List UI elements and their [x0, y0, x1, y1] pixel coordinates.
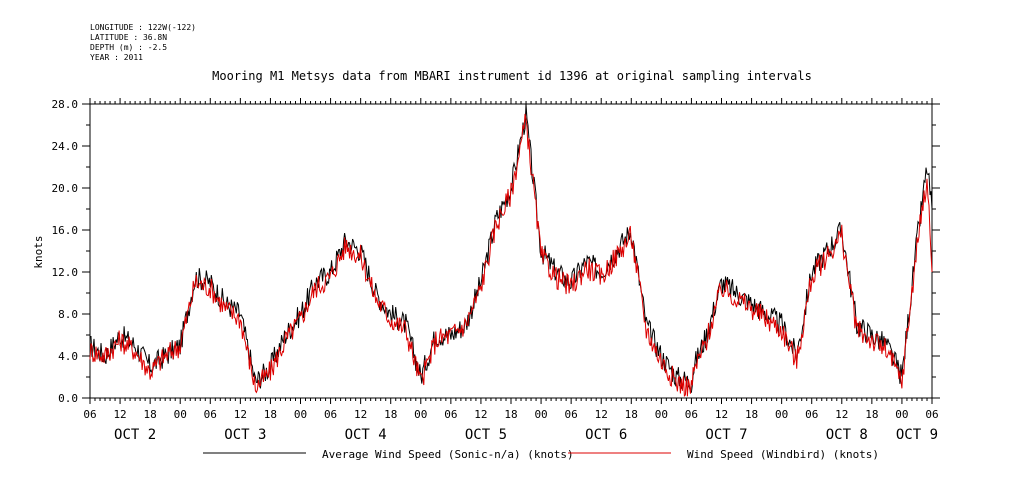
x-day-label: OCT 8 [826, 427, 868, 443]
x-tick-label: 18 [144, 408, 157, 421]
x-tick-label: 18 [745, 408, 758, 421]
x-tick-label: 12 [715, 408, 728, 421]
x-tick-label: 06 [925, 408, 938, 421]
plot-area [89, 103, 933, 399]
x-day-label: OCT 7 [705, 427, 747, 443]
x-tick-label: 18 [865, 408, 878, 421]
x-tick-label: 00 [174, 408, 187, 421]
chart-title: Mooring M1 Metsys data from MBARI instru… [212, 69, 812, 83]
x-day-label: OCT 4 [345, 427, 387, 443]
longitude-text: LONGITUDE : 122W(-122) [90, 23, 196, 32]
x-day-label: OCT 9 [896, 427, 938, 443]
depth-text: DEPTH (m) : -2.5 [90, 43, 167, 52]
x-tick-label: 18 [625, 408, 638, 421]
x-tick-label: 18 [264, 408, 277, 421]
x-tick-label: 18 [504, 408, 517, 421]
year-text: YEAR : 2011 [90, 53, 143, 62]
x-tick-label: 06 [805, 408, 818, 421]
x-tick-label: 00 [294, 408, 307, 421]
x-day-label: OCT 6 [585, 427, 627, 443]
x-tick-label: 06 [324, 408, 337, 421]
x-tick-label: 12 [113, 408, 126, 421]
y-tick-label: 24.0 [52, 140, 79, 153]
x-tick-label: 06 [83, 408, 96, 421]
y-tick-label: 16.0 [52, 224, 79, 237]
x-tick-label: 00 [534, 408, 547, 421]
x-day-label: OCT 3 [224, 427, 266, 443]
x-tick-label: 06 [444, 408, 457, 421]
y-tick-label: 0.0 [58, 392, 78, 405]
x-day-label: OCT 5 [465, 427, 507, 443]
y-tick-label: 8.0 [58, 308, 78, 321]
x-tick-label: 12 [595, 408, 608, 421]
x-tick-label: 00 [655, 408, 668, 421]
x-tick-label: 12 [474, 408, 487, 421]
latitude-text: LATITUDE : 36.8N [90, 33, 167, 42]
series-line-0 [90, 103, 933, 393]
x-tick-label: 12 [234, 408, 247, 421]
x-tick-label: 00 [895, 408, 908, 421]
x-tick-label: 12 [835, 408, 848, 421]
y-tick-label: 20.0 [52, 182, 79, 195]
x-tick-label: 06 [565, 408, 578, 421]
y-tick-label: 12.0 [52, 266, 79, 279]
x-tick-label: 12 [354, 408, 367, 421]
y-axis-label: knots [32, 235, 45, 268]
x-tick-label: 18 [384, 408, 397, 421]
x-day-label: OCT 2 [114, 427, 156, 443]
x-tick-label: 06 [685, 408, 698, 421]
y-tick-label: 28.0 [52, 98, 79, 111]
x-tick-label: 06 [204, 408, 217, 421]
y-tick-label: 4.0 [58, 350, 78, 363]
series-line-1 [89, 113, 933, 398]
legend-label-windbird: Wind Speed (Windbird) (knots) [687, 448, 879, 461]
legend-label-avg: Average Wind Speed (Sonic-n/a) (knots) [322, 448, 574, 461]
x-tick-label: 00 [414, 408, 427, 421]
x-tick-label: 00 [775, 408, 788, 421]
